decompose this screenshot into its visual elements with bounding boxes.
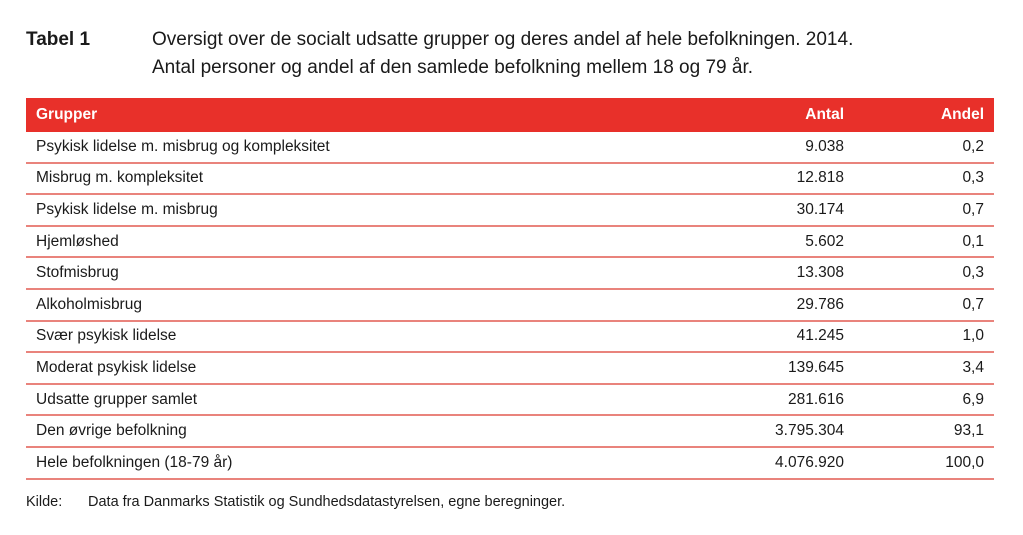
header-row: Grupper Antal Andel bbox=[26, 98, 994, 132]
table-row: Hjemløshed 5.602 0,1 bbox=[26, 225, 994, 259]
table-header: Grupper Antal Andel bbox=[26, 98, 994, 132]
cell-andel: 3,4 bbox=[854, 352, 994, 385]
cell-andel: 0,7 bbox=[854, 194, 994, 227]
cell-antal: 41.245 bbox=[586, 320, 854, 354]
cell-antal: 281.616 bbox=[586, 383, 854, 417]
table-row: Psykisk lidelse m. misbrug og kompleksit… bbox=[26, 132, 994, 164]
cell-group: Den øvrige befolkning bbox=[26, 415, 586, 448]
table-row: Psykisk lidelse m. misbrug 30.174 0,7 bbox=[26, 194, 994, 227]
cell-andel: 0,2 bbox=[854, 132, 994, 164]
cell-group: Hjemløshed bbox=[26, 225, 586, 259]
table-row: Hele befolkningen (18-79 år) 4.076.920 100… bbox=[26, 446, 994, 480]
cell-group: Stofmisbrug bbox=[26, 257, 586, 290]
cell-andel: 0,1 bbox=[854, 225, 994, 259]
table-body: Psykisk lidelse m. misbrug og kompleksit… bbox=[26, 132, 994, 480]
table-row: Misbrug m. kompleksitet 12.818 0,3 bbox=[26, 162, 994, 196]
cell-antal: 13.308 bbox=[586, 257, 854, 290]
column-header-grupper: Grupper bbox=[26, 98, 586, 132]
cell-antal: 5.602 bbox=[586, 225, 854, 259]
table-row: Moderat psykisk lidelse 139.645 3,4 bbox=[26, 352, 994, 385]
cell-antal: 3.795.304 bbox=[586, 415, 854, 448]
cell-group: Alkoholmisbrug bbox=[26, 288, 586, 322]
data-table: Grupper Antal Andel Psykisk lidelse m. m… bbox=[26, 98, 994, 480]
column-header-antal: Antal bbox=[586, 98, 854, 132]
cell-andel: 0,7 bbox=[854, 288, 994, 322]
cell-andel: 6,9 bbox=[854, 383, 994, 417]
cell-andel: 100,0 bbox=[854, 446, 994, 480]
cell-antal: 29.786 bbox=[586, 288, 854, 322]
table-row: Alkoholmisbrug 29.786 0,7 bbox=[26, 288, 994, 322]
table-row: Udsatte grupper samlet 281.616 6,9 bbox=[26, 383, 994, 417]
cell-group: Moderat psykisk lidelse bbox=[26, 352, 586, 385]
table-row: Den øvrige befolkning 3.795.304 93,1 bbox=[26, 415, 994, 448]
caption-line-2: Antal personer og andel af den samlede b… bbox=[152, 57, 754, 78]
table-row: Stofmisbrug 13.308 0,3 bbox=[26, 257, 994, 290]
source-note: Kilde: Data fra Danmarks Statistik og Sun… bbox=[26, 494, 565, 510]
cell-group: Misbrug m. kompleksitet bbox=[26, 162, 586, 196]
cell-group: Psykisk lidelse m. misbrug og kompleksit… bbox=[26, 132, 586, 164]
caption-text: Oversigt over de socialt udsatte grupper… bbox=[152, 26, 1002, 82]
cell-group: Svær psykisk lidelse bbox=[26, 320, 586, 354]
source-text: Data fra Danmarks Statistik og Sundhedsd… bbox=[88, 494, 566, 510]
source-label: Kilde: bbox=[26, 494, 63, 510]
cell-antal: 30.174 bbox=[586, 194, 854, 227]
column-header-andel: Andel bbox=[854, 98, 994, 132]
cell-andel: 0,3 bbox=[854, 162, 994, 196]
cell-group: Psykisk lidelse m. misbrug bbox=[26, 194, 586, 227]
cell-andel: 93,1 bbox=[854, 415, 994, 448]
cell-andel: 0,3 bbox=[854, 257, 994, 290]
table-row: Svær psykisk lidelse 41.245 1,0 bbox=[26, 320, 994, 354]
caption-label: Tabel 1 bbox=[26, 29, 91, 50]
cell-antal: 9.038 bbox=[586, 132, 854, 164]
cell-antal: 12.818 bbox=[586, 162, 854, 196]
cell-group: Hele befolkningen (18-79 år) bbox=[26, 446, 586, 480]
cell-andel: 1,0 bbox=[854, 320, 994, 354]
cell-group: Udsatte grupper samlet bbox=[26, 383, 586, 417]
cell-antal: 139.645 bbox=[586, 352, 854, 385]
caption-line-1: Oversigt over de socialt udsatte grupper… bbox=[152, 29, 854, 50]
cell-antal: 4.076.920 bbox=[586, 446, 854, 480]
